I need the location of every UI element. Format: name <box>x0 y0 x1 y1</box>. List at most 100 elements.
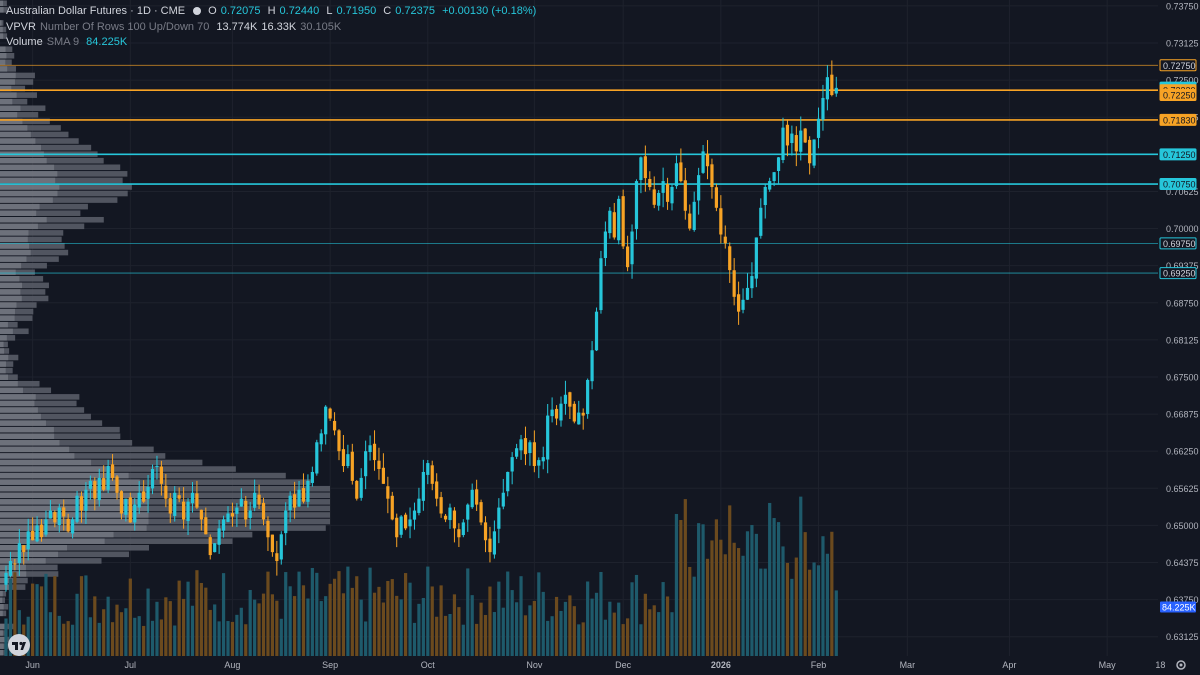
candle-body <box>368 445 372 453</box>
time-tick-label: 18 <box>1155 660 1165 670</box>
level-price-tag[interactable] <box>1159 113 1197 126</box>
volume-bar <box>168 601 172 656</box>
volume-profile-row <box>0 531 253 538</box>
volume-bar <box>452 594 457 656</box>
candle-body <box>324 406 328 435</box>
candle-body <box>639 157 643 181</box>
volume-bar <box>768 502 772 656</box>
candle-body <box>435 481 439 499</box>
volume-bar <box>150 620 155 656</box>
level-price-tag[interactable] <box>1159 88 1197 101</box>
volume-bar <box>541 591 545 656</box>
candle-body <box>226 513 230 522</box>
volume-label[interactable]: Volume <box>6 36 43 48</box>
volume-profile-row <box>0 407 85 413</box>
time-axis[interactable]: Jun Jul Aug Sep Oct Nov Dec 2026 Feb Mar Apr May 18 <box>0 656 1165 675</box>
volume-profile-row-up <box>0 92 17 98</box>
volume-bar <box>550 616 554 656</box>
vpvr-label[interactable]: VPVR <box>6 21 36 33</box>
volume-bar <box>812 562 816 656</box>
volume-profile-row <box>0 328 29 335</box>
legend-vpvr-row[interactable]: VPVR Number Of Rows 100 Up/Down 70 13.774… <box>6 20 345 34</box>
volume-profile-row <box>0 367 13 374</box>
candle-body <box>102 478 106 490</box>
volume-bar <box>217 621 221 656</box>
volume-bar <box>57 615 61 656</box>
volume-profile-row <box>0 499 330 505</box>
volume-profile-row <box>0 256 59 262</box>
price-tick-label: 0.70625 <box>1166 187 1199 197</box>
level-price-tag[interactable] <box>1159 178 1197 191</box>
candle-body <box>603 231 607 258</box>
volume-profile-row <box>0 269 35 276</box>
candle-body <box>244 500 248 520</box>
price-axis[interactable]: 0.737500.731250.725000.718750.706250.700… <box>1158 0 1200 675</box>
candle-body <box>284 510 288 534</box>
volume-profile-row-up <box>0 551 59 558</box>
volume-profile-row <box>0 7 8 13</box>
ohlc-close-key: C <box>383 5 392 17</box>
volume-bar <box>115 604 119 656</box>
candle-body <box>634 181 639 230</box>
volume-profile-row-up <box>0 453 75 459</box>
volume-bar <box>297 571 301 656</box>
volume-bar <box>372 592 377 656</box>
volume-profile-row <box>0 649 7 656</box>
candle-body <box>288 495 292 511</box>
volume-bar <box>75 593 79 656</box>
volume-profile-row <box>0 295 49 302</box>
candle-body <box>834 87 838 94</box>
volume-profile-row-up <box>0 72 16 79</box>
volume-bar <box>221 573 226 656</box>
volume-bar <box>328 583 332 656</box>
volume-profile-row-up <box>0 315 15 321</box>
gear-icon[interactable] <box>1174 658 1188 672</box>
volume-bar <box>772 518 776 656</box>
time-tick-label: Dec <box>615 660 632 670</box>
volume-profile-row-up <box>0 400 35 407</box>
volume-profile-row-up <box>0 190 58 197</box>
candle-body <box>705 153 710 167</box>
volume-bar <box>399 599 403 656</box>
candle-body <box>142 491 146 502</box>
level-price-tag[interactable] <box>1159 148 1197 161</box>
volume-profile-row-up <box>0 649 3 656</box>
ohlc-low-value: 0.71950 <box>336 5 377 17</box>
time-tick-label: Oct <box>421 660 436 670</box>
volume-bar <box>66 621 70 656</box>
volume-bar <box>364 621 368 656</box>
volume-bar <box>319 601 323 656</box>
level-price-tag[interactable] <box>1159 59 1197 72</box>
volume-profile-row-up <box>0 46 6 52</box>
volume-bar <box>608 601 612 656</box>
candle-body <box>31 530 35 541</box>
volume-bar <box>834 590 838 656</box>
candle-body <box>430 465 434 484</box>
volume-bar <box>532 600 536 656</box>
candle-body <box>750 276 754 289</box>
candle-body <box>115 476 119 493</box>
time-axis-bg <box>0 656 1158 675</box>
volume-profile-row-up <box>0 85 12 92</box>
volume-bar <box>31 583 35 656</box>
candle-body <box>821 97 825 120</box>
volume-bar <box>719 539 723 656</box>
volume-bar <box>79 576 84 656</box>
volume-bar <box>244 624 248 656</box>
level-price-tag[interactable] <box>1159 267 1197 280</box>
candle-body <box>661 181 665 193</box>
tradingview-logo-icon[interactable] <box>8 634 30 656</box>
level-price-tag[interactable] <box>1159 237 1197 250</box>
candle-body <box>594 311 599 351</box>
volume-bars <box>4 496 838 656</box>
volume-bar <box>386 580 390 656</box>
horizontal-levels[interactable] <box>0 64 1158 274</box>
symbol-title[interactable]: Australian Dollar Futures · 1D · CME <box>6 5 186 17</box>
candle-body <box>8 561 13 576</box>
volume-profile-row-up <box>0 144 42 151</box>
volume-profile-row-up <box>0 249 31 256</box>
candle-body <box>350 451 354 481</box>
volume-bar <box>448 613 452 656</box>
legend-volume-row[interactable]: Volume SMA 9 84.225K <box>6 35 131 49</box>
